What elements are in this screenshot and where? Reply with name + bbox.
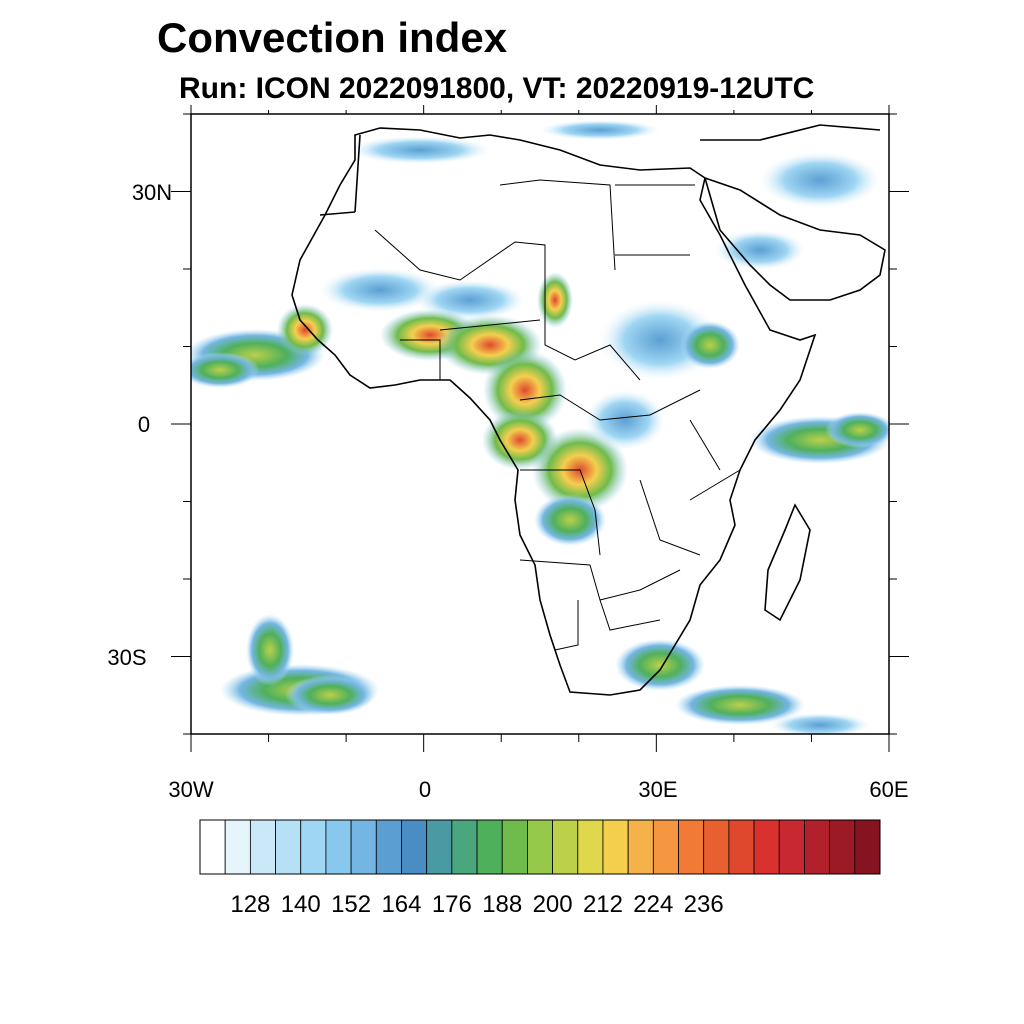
page-title: Convection index bbox=[157, 14, 508, 61]
colorbar-swatch bbox=[224, 819, 251, 875]
colorbar-tick-label: 224 bbox=[633, 891, 673, 918]
lon-label-60e: 60E bbox=[869, 777, 908, 802]
colorbar-tick-label: 212 bbox=[583, 891, 623, 918]
colorbar-tick-label: 128 bbox=[230, 891, 270, 918]
colorbar-swatch bbox=[300, 819, 327, 875]
lon-label-30e: 30E bbox=[638, 777, 677, 802]
colorbar-swatch bbox=[426, 819, 453, 875]
country-borders bbox=[374, 179, 741, 651]
colorbar-swatch bbox=[401, 819, 428, 875]
colorbar-swatch bbox=[652, 819, 679, 875]
colorbar-swatch bbox=[451, 819, 478, 875]
lon-label-30w: 30W bbox=[168, 777, 213, 802]
lat-label-30n: 30N bbox=[132, 180, 172, 205]
colorbar-swatch bbox=[375, 819, 402, 875]
colorbar-frame bbox=[199, 819, 881, 875]
colorbar-swatch bbox=[753, 819, 780, 875]
colorbar-swatch bbox=[325, 819, 352, 875]
colorbar-swatch bbox=[829, 819, 856, 875]
colorbar-swatch bbox=[249, 819, 276, 875]
colorbar-swatch bbox=[627, 819, 654, 875]
lat-label-30s: 30S bbox=[107, 645, 146, 670]
page-subtitle: Run: ICON 2022091800, VT: 20220919-12UTC bbox=[179, 72, 815, 105]
axis-ticks bbox=[171, 105, 909, 752]
colorbar-swatch bbox=[854, 819, 881, 875]
colorbar-swatch bbox=[275, 819, 302, 875]
colorbar-swatch bbox=[577, 819, 604, 875]
convection-field bbox=[191, 120, 889, 734]
colorbar-swatch bbox=[602, 819, 629, 875]
colorbar-tick-label: 140 bbox=[281, 891, 321, 918]
colorbar bbox=[199, 819, 881, 875]
colorbar-labels: 128 140 152 164 176 188 200 212 224 236 bbox=[230, 891, 723, 918]
lat-label-0: 0 bbox=[138, 412, 150, 437]
colorbar-tick-label: 176 bbox=[432, 891, 472, 918]
colorbar-swatch bbox=[527, 819, 553, 875]
colorbar-swatch bbox=[476, 819, 503, 875]
colorbar-tick-label: 200 bbox=[533, 891, 573, 918]
colorbar-swatch bbox=[804, 819, 831, 875]
colorbar-tick-label: 188 bbox=[482, 891, 522, 918]
colorbar-tick-label: 152 bbox=[331, 891, 371, 918]
colorbar-swatch bbox=[703, 819, 730, 875]
colorbar-swatch bbox=[678, 819, 705, 875]
colorbar-swatch bbox=[350, 819, 377, 875]
colorbar-tick-label: 236 bbox=[684, 891, 724, 918]
colorbar-swatch bbox=[552, 819, 579, 875]
lon-label-0: 0 bbox=[419, 777, 431, 802]
colorbar-tick-label: 164 bbox=[381, 891, 421, 918]
coastlines bbox=[291, 124, 886, 696]
colorbar-swatch bbox=[501, 819, 528, 875]
colorbar-swatch bbox=[778, 819, 805, 875]
colorbar-swatch bbox=[199, 819, 226, 875]
colorbar-swatch bbox=[728, 819, 755, 875]
